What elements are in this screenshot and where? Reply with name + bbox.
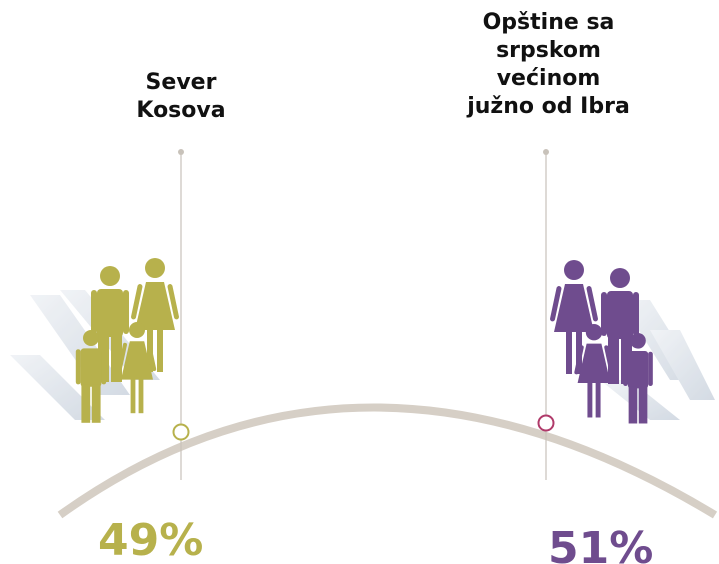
head <box>586 324 602 340</box>
arc-marker <box>539 416 554 431</box>
arm <box>91 290 97 334</box>
arm <box>123 290 129 334</box>
head <box>100 266 120 286</box>
infographic: Sever Kosova Opštine sa srpskom većinom … <box>0 0 719 564</box>
torso <box>607 291 633 339</box>
pointer-dot <box>543 149 549 155</box>
arc-marker <box>174 425 189 440</box>
torso <box>81 348 102 386</box>
arm <box>633 292 639 336</box>
torso <box>628 351 648 388</box>
arm <box>623 352 628 386</box>
leg <box>587 381 592 417</box>
leg <box>596 381 601 417</box>
head <box>129 322 145 338</box>
leg <box>157 328 163 372</box>
leg <box>139 378 144 413</box>
arm <box>76 349 81 384</box>
leg <box>81 384 90 422</box>
category-label: Opštine sa srpskom većinom južno od Ibra <box>466 9 631 121</box>
leg <box>639 386 648 423</box>
head <box>630 333 646 349</box>
leg <box>566 330 572 374</box>
torso <box>97 289 123 337</box>
arm <box>101 349 106 384</box>
head <box>610 268 630 288</box>
arm <box>601 292 607 336</box>
arc <box>60 408 715 516</box>
head <box>145 258 165 278</box>
arm <box>648 352 653 386</box>
leg <box>131 378 136 413</box>
pointer-dot <box>178 149 184 155</box>
head <box>564 260 584 280</box>
value-label: 51% <box>548 524 653 564</box>
head <box>83 330 99 346</box>
category-label: Sever Kosova <box>121 69 241 125</box>
leg <box>629 386 638 423</box>
leg <box>92 384 101 422</box>
value-label: 49% <box>98 516 203 564</box>
